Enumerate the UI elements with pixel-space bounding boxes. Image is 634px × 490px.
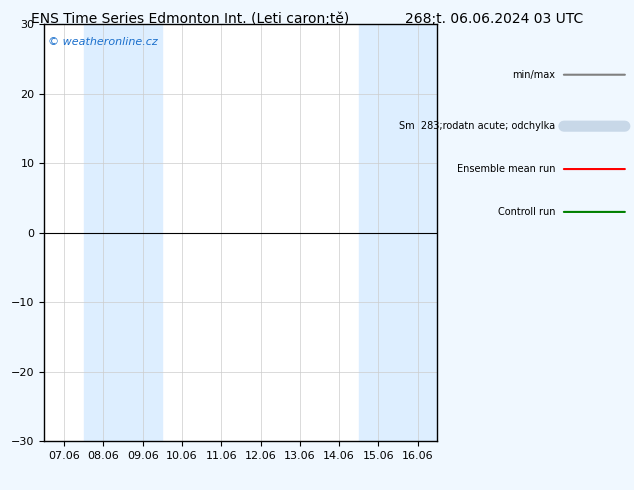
Text: © weatheronline.cz: © weatheronline.cz <box>48 37 158 47</box>
Text: Ensemble mean run: Ensemble mean run <box>457 164 555 174</box>
Text: Sm  283;rodatn acute; odchylka: Sm 283;rodatn acute; odchylka <box>399 121 555 131</box>
Text: min/max: min/max <box>512 70 555 80</box>
Text: 268;t. 06.06.2024 03 UTC: 268;t. 06.06.2024 03 UTC <box>405 12 584 26</box>
Bar <box>84 24 162 441</box>
Text: Controll run: Controll run <box>498 207 555 217</box>
Text: ENS Time Series Edmonton Int. (Leti caron;tě): ENS Time Series Edmonton Int. (Leti caro… <box>31 12 349 26</box>
Bar <box>359 24 437 441</box>
